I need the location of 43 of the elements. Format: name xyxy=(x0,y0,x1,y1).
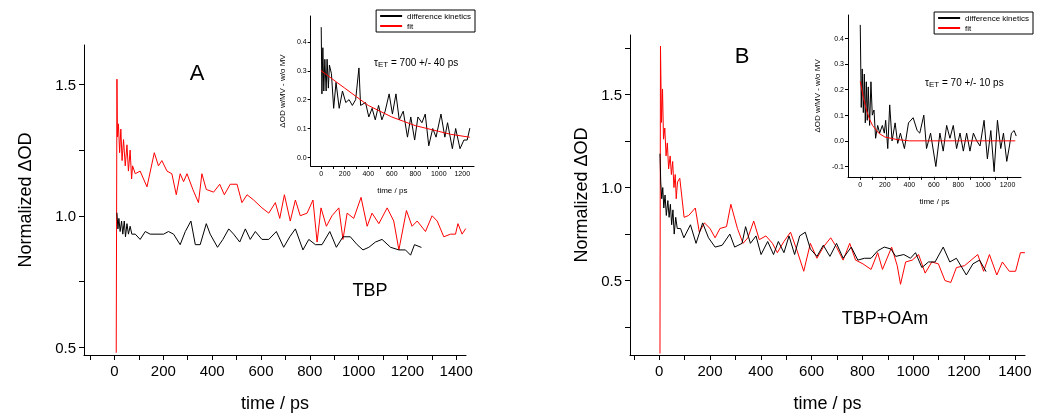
y-axis-title: ΔOD w/MV - w/o MV xyxy=(812,58,822,133)
x-tick-label: 1000 xyxy=(896,362,930,379)
annotation: TBP xyxy=(352,280,388,300)
x-tick-label: 1200 xyxy=(390,362,425,379)
y-axis-title: ΔOD w/MV - w/o MV xyxy=(277,53,287,128)
legend-label: difference kinetics xyxy=(965,13,1029,23)
y-tick-label: 0.5 xyxy=(601,272,622,290)
x-tick-label: 1200 xyxy=(947,362,981,379)
legend-label: fit xyxy=(407,21,415,31)
x-tick-label: 0 xyxy=(655,362,664,379)
x-axis-title: time / ps xyxy=(793,393,862,413)
x-tick-label: 1400 xyxy=(998,362,1032,379)
x-axis-title: time / ps xyxy=(919,196,950,206)
x-tick-label: 800 xyxy=(297,362,323,379)
x-tick-label: 1000 xyxy=(341,362,376,379)
y-axis-title: Normalized ΔOD xyxy=(15,132,35,268)
x-tick-label: 400 xyxy=(199,362,225,379)
x-tick-label: 600 xyxy=(799,362,825,379)
legend-label: difference kinetics xyxy=(407,11,471,21)
line-series xyxy=(116,212,422,256)
annotation: A xyxy=(189,59,205,85)
x-tick-label: 1400 xyxy=(439,362,473,379)
y-tick-label: 1.0 xyxy=(601,179,622,197)
line-series xyxy=(320,70,470,138)
x-tick-label: 400 xyxy=(748,362,774,379)
x-axis-title: time / ps xyxy=(240,393,310,413)
x-tick-label: 800 xyxy=(849,362,875,379)
x-tick-label: 600 xyxy=(248,362,274,379)
line-series xyxy=(859,24,1017,173)
x-tick-label: 200 xyxy=(150,362,176,379)
line-series xyxy=(320,27,471,150)
line-series xyxy=(659,45,1025,354)
y-tick-label: 1.5 xyxy=(601,86,622,104)
y-tick-label: 1.5 xyxy=(55,75,76,93)
x-axis-title: time / ps xyxy=(377,185,408,195)
x-tick-label: 200 xyxy=(697,362,723,379)
annotation: TBP+OAm xyxy=(841,308,929,328)
annotation: B xyxy=(734,42,750,68)
y-tick-label: 0.5 xyxy=(55,338,76,356)
y-tick-label: 1.0 xyxy=(55,207,76,225)
x-tick-label: 0 xyxy=(110,362,119,379)
y-axis-title: Normalized ΔOD xyxy=(571,127,591,263)
legend-label: fit xyxy=(965,23,973,33)
